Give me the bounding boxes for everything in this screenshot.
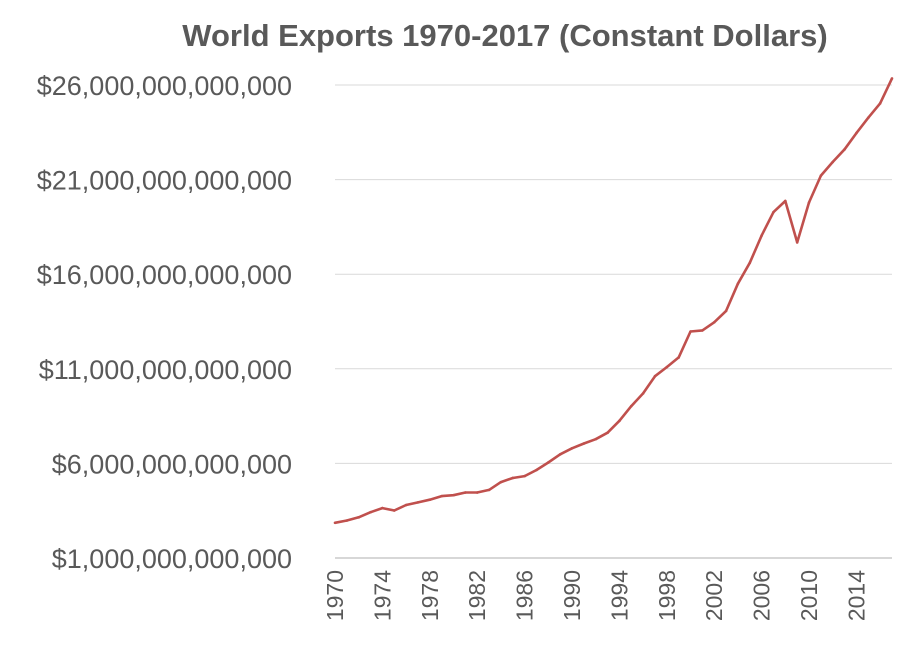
data-point	[760, 234, 763, 237]
data-point	[511, 476, 515, 480]
data-point	[499, 480, 503, 484]
data-point	[831, 160, 835, 164]
data-point	[784, 199, 787, 203]
data-point	[416, 501, 420, 504]
data-point	[736, 282, 740, 285]
data-point	[712, 320, 716, 324]
y-tick-label: $6,000,000,000,000	[52, 449, 292, 479]
data-point	[878, 102, 882, 105]
data-point	[570, 446, 574, 450]
y-tick-label: $1,000,000,000,000	[52, 544, 292, 574]
data-point	[404, 503, 408, 507]
data-point	[475, 491, 479, 494]
x-tick-label: 2010	[796, 570, 822, 621]
x-tick-labels: 1970 1974 1978 1982 1986 1990 1994 1998 2002 2006…	[322, 570, 869, 621]
data-point	[357, 516, 361, 519]
data-point	[487, 488, 491, 492]
series	[333, 77, 894, 525]
x-tick-label: 1982	[464, 570, 490, 621]
y-tick-label: $11,000,000,000,000	[39, 355, 292, 385]
data-point	[428, 498, 432, 502]
data-point	[653, 374, 657, 378]
x-tick-label: 1978	[417, 570, 443, 621]
data-point	[866, 116, 870, 120]
data-point	[701, 329, 704, 332]
data-point	[772, 210, 775, 214]
data-point	[748, 261, 752, 265]
data-point	[547, 461, 550, 464]
data-point	[843, 148, 846, 151]
y-tick-label: $21,000,000,000,000	[37, 166, 292, 196]
data-point	[689, 330, 692, 333]
data-point	[594, 437, 598, 441]
data-point	[665, 365, 669, 369]
data-point	[523, 474, 526, 478]
x-tick-label: 2002	[701, 570, 727, 621]
data-point	[452, 493, 455, 497]
data-point	[724, 309, 728, 313]
x-tick-label: 1986	[512, 570, 538, 621]
data-point	[333, 521, 337, 525]
x-tick-label: 1974	[369, 570, 395, 621]
series-line-world-exports	[334, 77, 894, 525]
x-tick-label: 1970	[322, 570, 348, 621]
data-point	[795, 241, 799, 244]
chart-title: World Exports 1970-2017 (Constant Dollar…	[182, 18, 828, 53]
x-tick-label: 2014	[843, 570, 869, 621]
data-point	[464, 491, 467, 494]
data-point	[618, 419, 621, 423]
data-point	[629, 404, 633, 408]
data-point	[535, 468, 538, 472]
data-point	[392, 509, 396, 512]
data-point	[558, 453, 562, 456]
data-point	[440, 494, 443, 498]
data-point	[819, 174, 823, 177]
data-point	[890, 77, 894, 80]
data-point	[582, 442, 586, 445]
x-tick-label: 1990	[559, 570, 585, 621]
x-tick-label: 1994	[606, 570, 632, 621]
data-point	[369, 510, 372, 514]
data-point	[677, 356, 680, 359]
y-tick-label: $26,000,000,000,000	[37, 71, 292, 101]
data-point	[807, 201, 811, 204]
y-tick-labels: $1,000,000,000,000 $6,000,000,000,000 $11,…	[37, 71, 292, 574]
data-point	[381, 506, 384, 510]
y-tick-label: $16,000,000,000,000	[37, 260, 292, 290]
data-point	[641, 392, 645, 395]
x-tick-label: 2006	[749, 570, 775, 621]
x-tick-label: 1998	[654, 570, 680, 621]
data-point	[606, 431, 609, 435]
data-point	[345, 519, 349, 522]
gridlines	[335, 84, 892, 464]
data-point	[855, 131, 858, 135]
